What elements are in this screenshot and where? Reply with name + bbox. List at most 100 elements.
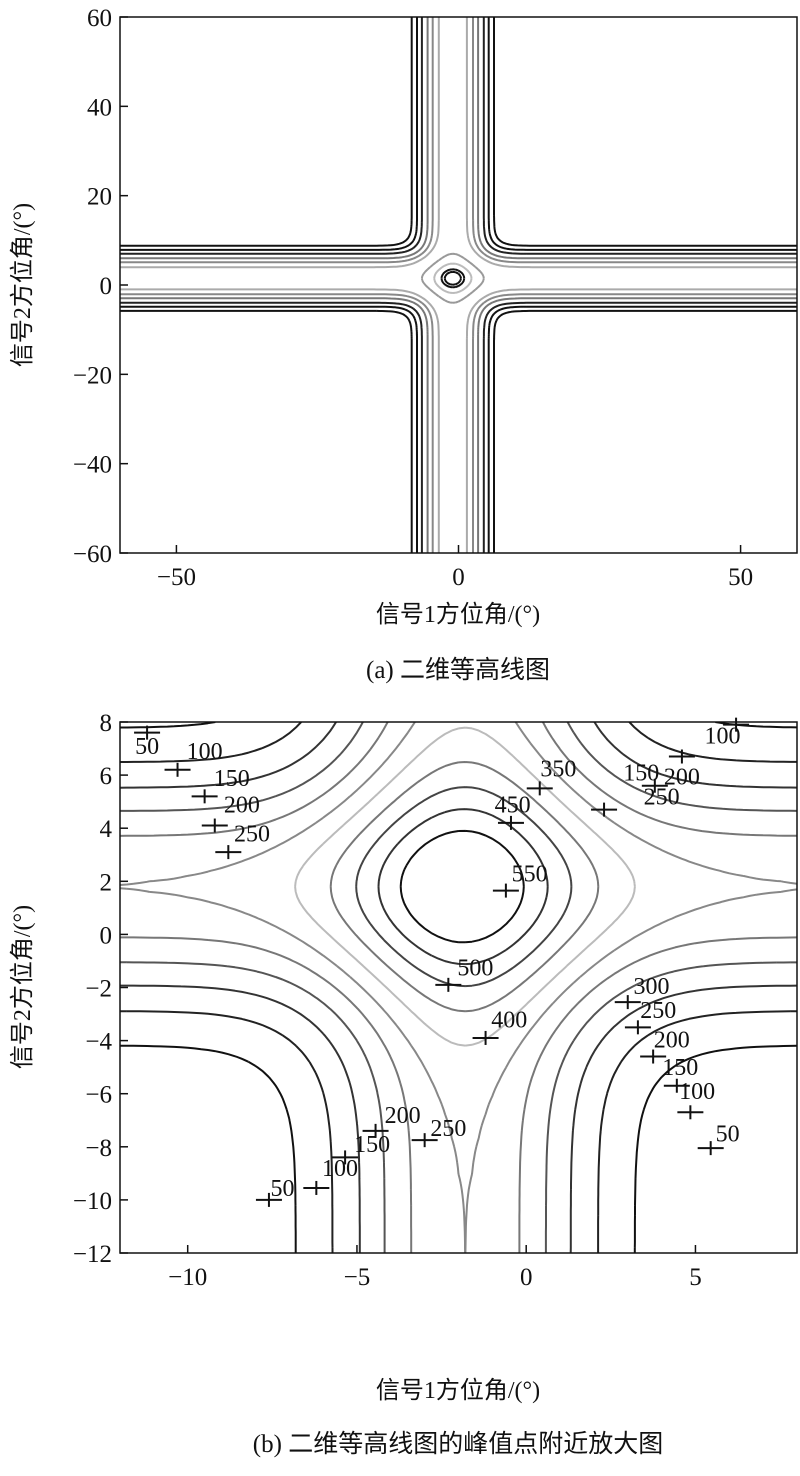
- contour-level-500: [377, 808, 549, 966]
- contour-marker: [191, 789, 218, 804]
- contour-marker: [497, 815, 524, 830]
- contour-label: 550: [512, 861, 548, 887]
- y-tick-label: 40: [87, 94, 112, 121]
- contour-level-1.98: [443, 270, 462, 286]
- plot-a-2d-contour: −50 0 50 −60 −40 −20 0 20 40 60: [73, 5, 798, 591]
- contour-label: 150: [214, 766, 250, 792]
- x-tick-label: −5: [344, 1264, 371, 1291]
- contour-level-0.3: [120, 17, 797, 553]
- y-tick-label: 6: [100, 763, 113, 790]
- contour-label: 100: [187, 739, 223, 765]
- x-tick-label: −10: [168, 1264, 207, 1291]
- contour-label: 250: [644, 784, 680, 810]
- contour-marker: [215, 845, 242, 860]
- plot-b-xlabel: 信号1方位角/(°): [376, 1377, 540, 1404]
- contour-label: 300: [633, 974, 669, 1000]
- y-tick-label: −40: [73, 452, 112, 479]
- contour-label: 100: [322, 1156, 358, 1182]
- y-tick-label: −12: [73, 1241, 112, 1268]
- contour-marker: [723, 717, 750, 732]
- contour-label: 150: [662, 1055, 698, 1081]
- y-tick-label: −8: [85, 1135, 112, 1162]
- contour-label: 250: [640, 998, 676, 1024]
- contour-level-1.3: [420, 252, 485, 304]
- y-tick-label: −10: [73, 1188, 112, 1215]
- contour-label: 350: [540, 756, 576, 782]
- x-tick-label: −50: [157, 564, 196, 591]
- contour-marker: [411, 1133, 438, 1148]
- y-tick-label: 4: [100, 816, 113, 843]
- contour-level-100: [120, 722, 797, 1253]
- contour-label: 500: [457, 956, 493, 982]
- contour-label: 150: [623, 760, 659, 786]
- contour-marker: [472, 1030, 499, 1045]
- contour-marker: [134, 725, 161, 740]
- contour-level-0.45: [120, 17, 797, 553]
- contour-level-0.6: [120, 17, 797, 553]
- contour-marker: [332, 1150, 359, 1165]
- contour-level-400: [329, 761, 600, 1013]
- contour-label: 200: [654, 1027, 690, 1053]
- contour-level-1.65: [433, 262, 473, 294]
- y-tick-label: 0: [100, 273, 113, 300]
- y-tick-label: 60: [87, 5, 112, 32]
- plot-b-caption: (b) 二维等高线图的峰值点附近放大图: [253, 1430, 663, 1458]
- contour-label: 50: [135, 734, 159, 760]
- contour-level-0.2: [120, 17, 797, 553]
- contour-label: 200: [224, 792, 260, 818]
- contour-marker: [591, 802, 618, 817]
- contour-marker: [362, 1123, 389, 1138]
- x-tick-label: 50: [728, 564, 753, 591]
- y-tick-label: 2: [100, 869, 113, 896]
- contour-level-300: [120, 722, 797, 1253]
- contour-marker: [614, 995, 641, 1010]
- plot-b-ylabel: 信号2方位角/(°): [9, 905, 36, 1069]
- contour-label: 250: [234, 822, 270, 848]
- contour-marker: [526, 781, 553, 796]
- contour-marker: [303, 1180, 330, 1195]
- y-tick-label: −2: [85, 976, 112, 1003]
- contour-marker: [641, 778, 668, 793]
- contour-level-550: [399, 829, 525, 944]
- contour-marker: [435, 977, 462, 992]
- contour-level-450: [355, 786, 573, 988]
- plot-a-caption: (a) 二维等高线图: [366, 656, 550, 684]
- contour-label: 450: [495, 792, 531, 818]
- contour-label: 400: [491, 1007, 527, 1033]
- contour-label: 100: [679, 1079, 715, 1105]
- contour-level-150: [120, 722, 797, 1253]
- contour-marker: [663, 1078, 690, 1093]
- contour-marker: [492, 883, 519, 898]
- contour-marker: [624, 1020, 651, 1035]
- contour-marker: [255, 1192, 282, 1207]
- contour-label: 200: [385, 1103, 421, 1129]
- y-tick-label: −60: [73, 541, 112, 568]
- contour-lines: [120, 722, 797, 1253]
- y-tick-label: −4: [85, 1029, 112, 1056]
- contour-marker: [201, 818, 228, 833]
- contour-label: 200: [664, 764, 700, 790]
- contour-level-0.78: [120, 17, 797, 553]
- contour-level-200: [120, 722, 797, 1253]
- y-tick-label: 0: [100, 922, 113, 949]
- contour-marker: [677, 1105, 704, 1120]
- contour-label: 250: [430, 1116, 466, 1142]
- y-tick-label: −20: [73, 362, 112, 389]
- contour-marker: [640, 1049, 667, 1064]
- x-tick-label: 5: [689, 1264, 702, 1291]
- contour-level-250: [120, 722, 797, 1253]
- y-tick-label: 8: [100, 710, 113, 737]
- contour-label: 50: [716, 1122, 740, 1148]
- x-tick-label: 0: [520, 1264, 533, 1291]
- contour-label: 150: [354, 1132, 390, 1158]
- x-tick-label: 0: [452, 564, 465, 591]
- contour-level-1.88: [440, 268, 466, 289]
- contour-level-350: [294, 726, 636, 1047]
- y-tick-label: 20: [87, 184, 112, 211]
- contour-label: 50: [270, 1176, 294, 1202]
- plot-a-ylabel: 信号2方位角/(°): [9, 203, 36, 367]
- contour-marker: [668, 749, 695, 764]
- contour-marker: [697, 1141, 724, 1156]
